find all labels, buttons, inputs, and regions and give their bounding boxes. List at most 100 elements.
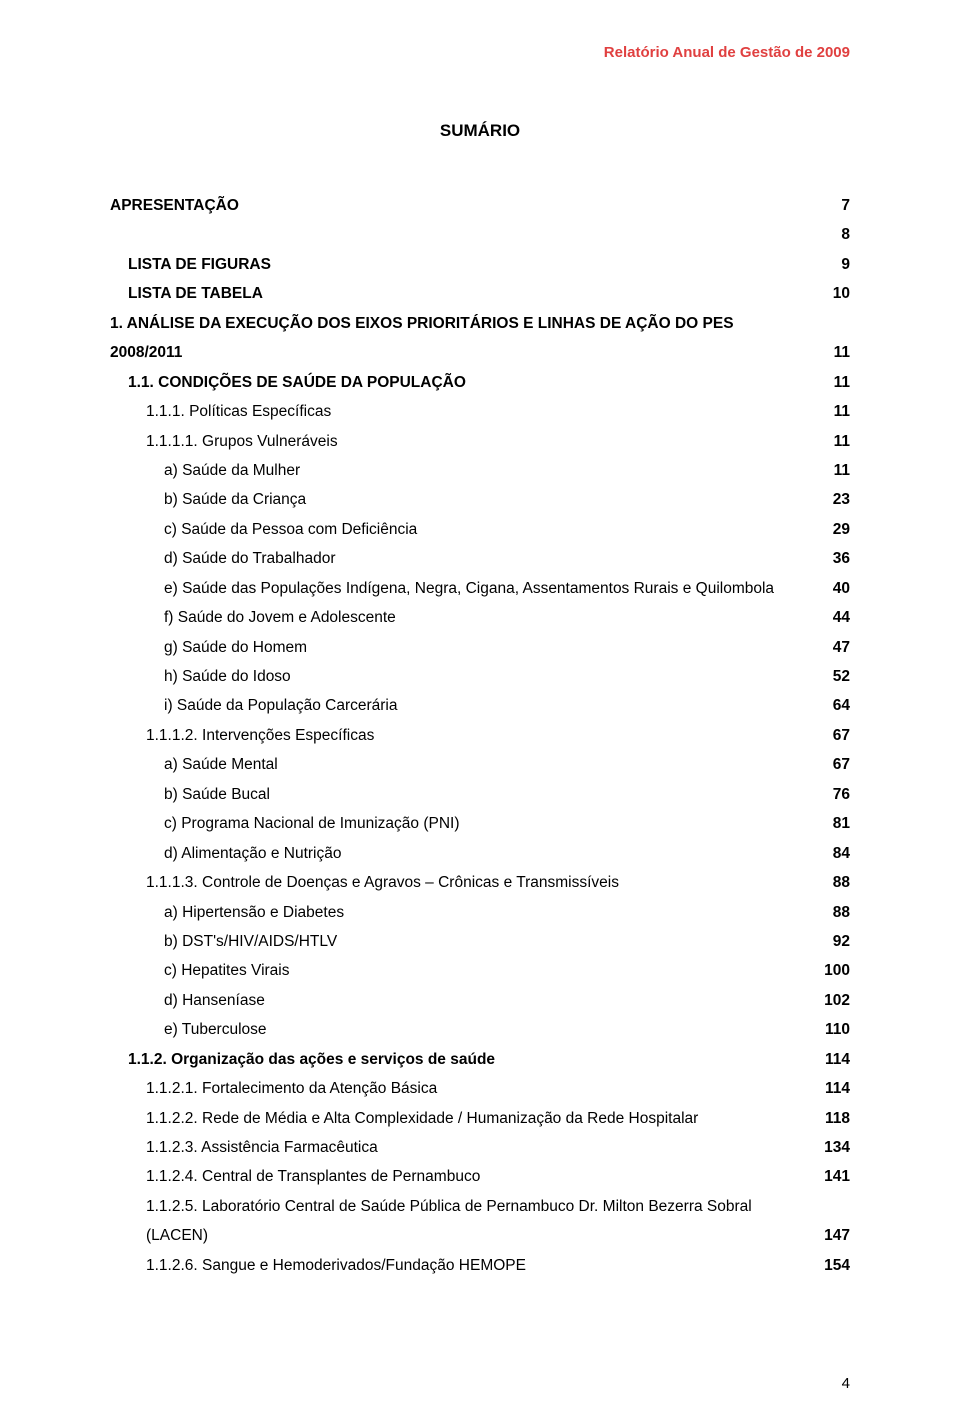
toc-page-number: 11	[806, 338, 850, 367]
toc-page-number: 110	[806, 1015, 850, 1044]
toc-page-number: 81	[806, 809, 850, 838]
toc-row: a) Hipertensão e Diabetes88	[110, 898, 850, 927]
toc-label: 1.1.2.3. Assistência Farmacêutica	[110, 1133, 806, 1162]
toc-row: 1.1.1.1. Grupos Vulneráveis11	[110, 427, 850, 456]
toc-page-number: 11	[806, 397, 850, 426]
toc-row: 1.1.2.4. Central de Transplantes de Pern…	[110, 1162, 850, 1191]
toc-page-number: 114	[806, 1074, 850, 1103]
toc-row: 1. ANÁLISE DA EXECUÇÃO DOS EIXOS PRIORIT…	[110, 309, 850, 368]
toc-label: 1.1.2.2. Rede de Média e Alta Complexida…	[110, 1104, 806, 1133]
toc-row: d) Hanseníase102	[110, 986, 850, 1015]
toc-label: 1.1.1.1. Grupos Vulneráveis	[110, 427, 806, 456]
toc-row: c) Saúde da Pessoa com Deficiência29	[110, 515, 850, 544]
toc-label: i) Saúde da População Carcerária	[110, 691, 806, 720]
toc-label: 1.1.2.6. Sangue e Hemoderivados/Fundação…	[110, 1251, 806, 1280]
toc-page-number: 44	[806, 603, 850, 632]
toc-page-number: 141	[806, 1162, 850, 1191]
toc-label: c) Hepatites Virais	[110, 956, 806, 985]
page-title: SUMÁRIO	[110, 121, 850, 141]
toc-page-number: 102	[806, 986, 850, 1015]
toc-page-number: 9	[806, 250, 850, 279]
toc-row: b) Saúde da Criança23	[110, 485, 850, 514]
toc-row: 1.1. CONDIÇÕES DE SAÚDE DA POPULAÇÃO11	[110, 368, 850, 397]
toc-row: g) Saúde do Homem47	[110, 633, 850, 662]
toc-label: f) Saúde do Jovem e Adolescente	[110, 603, 806, 632]
toc-row: a) Saúde da Mulher11	[110, 456, 850, 485]
toc-page-number: 11	[806, 427, 850, 456]
toc-page-number: 52	[806, 662, 850, 691]
toc-page-number: 7	[806, 191, 850, 220]
toc-label: 1.1.2.5. Laboratório Central de Saúde Pú…	[110, 1192, 806, 1251]
running-header: Relatório Anual de Gestão de 2009	[110, 44, 850, 61]
toc-label: 1. ANÁLISE DA EXECUÇÃO DOS EIXOS PRIORIT…	[110, 309, 806, 368]
toc-row: b) DST's/HIV/AIDS/HTLV92	[110, 927, 850, 956]
toc-label: a) Saúde da Mulher	[110, 456, 806, 485]
toc-label: APRESENTAÇÃO	[110, 191, 806, 220]
toc-label: 1.1.1.2. Intervenções Específicas	[110, 721, 806, 750]
toc-row: 1.1.2.3. Assistência Farmacêutica134	[110, 1133, 850, 1162]
toc-row: f) Saúde do Jovem e Adolescente44	[110, 603, 850, 632]
toc-label: a) Saúde Mental	[110, 750, 806, 779]
toc-label: e) Tuberculose	[110, 1015, 806, 1044]
toc-label: 1.1.1.3. Controle de Doenças e Agravos –…	[110, 868, 806, 897]
toc-row: 1.1.2.5. Laboratório Central de Saúde Pú…	[110, 1192, 850, 1251]
toc-page-number: 64	[806, 691, 850, 720]
toc-label: 1.1.1. Políticas Específicas	[110, 397, 806, 426]
toc-page-number: 47	[806, 633, 850, 662]
toc-container: APRESENTAÇÃO78LISTA DE FIGURAS9LISTA DE …	[110, 191, 850, 1280]
toc-label: b) Saúde da Criança	[110, 485, 806, 514]
toc-page-number: 67	[806, 721, 850, 750]
toc-page-number: 118	[806, 1104, 850, 1133]
toc-page-number: 40	[806, 574, 850, 603]
toc-page-number: 67	[806, 750, 850, 779]
toc-label: b) DST's/HIV/AIDS/HTLV	[110, 927, 806, 956]
toc-row: d) Alimentação e Nutrição84	[110, 839, 850, 868]
toc-row: 1.1.1.3. Controle de Doenças e Agravos –…	[110, 868, 850, 897]
toc-row: e) Tuberculose110	[110, 1015, 850, 1044]
toc-label: d) Saúde do Trabalhador	[110, 544, 806, 573]
page-container: Relatório Anual de Gestão de 2009 SUMÁRI…	[0, 0, 960, 1428]
toc-row: h) Saúde do Idoso52	[110, 662, 850, 691]
toc-label: c) Programa Nacional de Imunização (PNI)	[110, 809, 806, 838]
toc-page-number: 10	[806, 279, 850, 308]
toc-row: c) Hepatites Virais100	[110, 956, 850, 985]
toc-page-number: 23	[806, 485, 850, 514]
toc-label: LISTA DE TABELA	[110, 279, 806, 308]
toc-row: 1.1.2.2. Rede de Média e Alta Complexida…	[110, 1104, 850, 1133]
toc-row: 1.1.2.1. Fortalecimento da Atenção Básic…	[110, 1074, 850, 1103]
toc-label: d) Alimentação e Nutrição	[110, 839, 806, 868]
toc-label: a) Hipertensão e Diabetes	[110, 898, 806, 927]
toc-row: LISTA DE FIGURAS9	[110, 250, 850, 279]
toc-row: b) Saúde Bucal76	[110, 780, 850, 809]
toc-page-number: 84	[806, 839, 850, 868]
page-number: 4	[842, 1375, 850, 1392]
toc-label: 1.1. CONDIÇÕES DE SAÚDE DA POPULAÇÃO	[110, 368, 806, 397]
toc-row: 1.1.1.2. Intervenções Específicas67	[110, 721, 850, 750]
toc-label: h) Saúde do Idoso	[110, 662, 806, 691]
toc-row: 1.1.1. Políticas Específicas11	[110, 397, 850, 426]
toc-page-number: 88	[806, 868, 850, 897]
toc-page-number: 134	[806, 1133, 850, 1162]
toc-page-number: 11	[806, 368, 850, 397]
toc-row: 1.1.2.6. Sangue e Hemoderivados/Fundação…	[110, 1251, 850, 1280]
toc-page-number: 36	[806, 544, 850, 573]
toc-page-number: 100	[806, 956, 850, 985]
toc-page-number: 29	[806, 515, 850, 544]
toc-label: c) Saúde da Pessoa com Deficiência	[110, 515, 806, 544]
toc-label: d) Hanseníase	[110, 986, 806, 1015]
toc-row: a) Saúde Mental67	[110, 750, 850, 779]
toc-row: 1.1.2. Organização das ações e serviços …	[110, 1045, 850, 1074]
toc-row: e) Saúde das Populações Indígena, Negra,…	[110, 574, 850, 603]
toc-page-number: 92	[806, 927, 850, 956]
toc-row: d) Saúde do Trabalhador36	[110, 544, 850, 573]
toc-row: c) Programa Nacional de Imunização (PNI)…	[110, 809, 850, 838]
toc-label: e) Saúde das Populações Indígena, Negra,…	[110, 574, 806, 603]
toc-row: APRESENTAÇÃO7	[110, 191, 850, 220]
toc-row: 8	[110, 220, 850, 249]
toc-page-number: 154	[806, 1251, 850, 1280]
toc-page-number: 114	[806, 1045, 850, 1074]
toc-label: 1.1.2. Organização das ações e serviços …	[110, 1045, 806, 1074]
toc-page-number: 8	[806, 220, 850, 249]
toc-label: 1.1.2.4. Central de Transplantes de Pern…	[110, 1162, 806, 1191]
toc-page-number: 76	[806, 780, 850, 809]
